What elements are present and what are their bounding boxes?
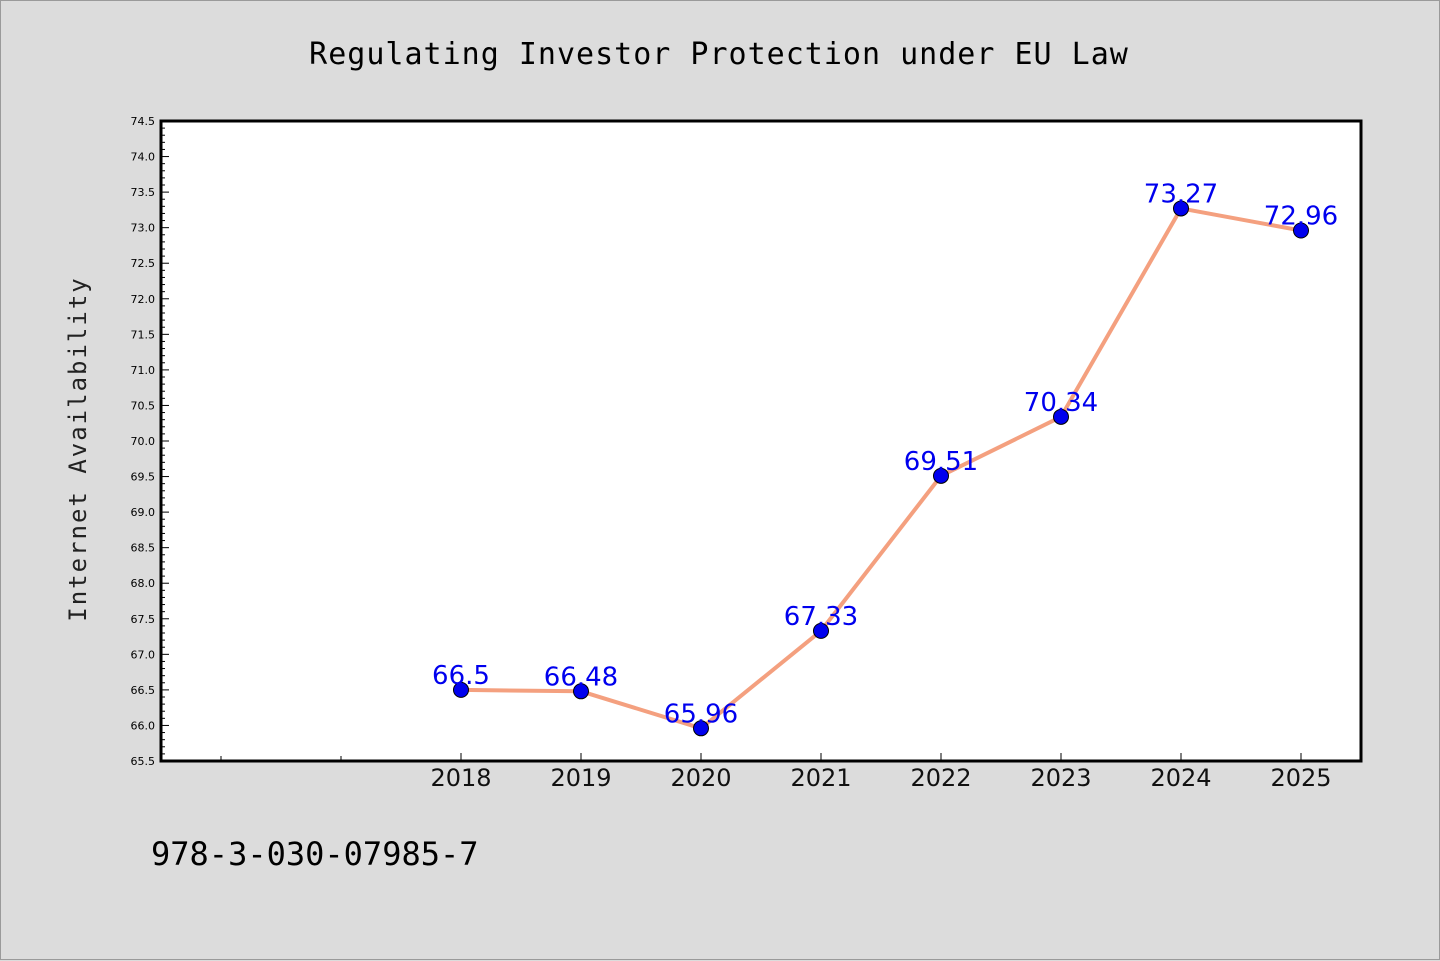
- data-point: [1173, 200, 1189, 217]
- y-axis-ticks: 65.5 66.0 66.5 67.0 67.5 68.0 68.5 69.0 69.5 70.0…: [131, 115, 169, 768]
- data-label: 67.33: [784, 602, 858, 632]
- data-point: [813, 622, 829, 639]
- series-line: [459, 206, 1303, 731]
- y-tick-label: 73.5: [131, 186, 156, 199]
- x-tick-label: 2019: [550, 764, 611, 792]
- data-label: 65.96: [664, 699, 738, 729]
- data-label: 66.48: [544, 662, 618, 692]
- y-tick-label: 70.5: [131, 399, 156, 412]
- data-point: [1293, 222, 1309, 239]
- y-tick-label: 69.0: [131, 506, 156, 519]
- y-tick-label: 73.0: [131, 222, 156, 235]
- y-tick-label: 67.5: [131, 613, 156, 626]
- x-tick-label: 2022: [910, 764, 971, 792]
- y-tick-label: 65.5: [131, 755, 156, 768]
- data-label: 66.5: [432, 661, 490, 691]
- chart-title: Regulating Investor Protection under EU …: [309, 37, 1129, 72]
- y-tick-label: 70.0: [131, 435, 156, 448]
- y-tick-label: 66.5: [131, 684, 156, 697]
- y-tick-label: 68.5: [131, 542, 156, 555]
- y-tick-label: 72.5: [131, 257, 156, 270]
- x-axis-ticks: 2018 2019 2020 2021 2022 2023 2024 2025: [220, 753, 1332, 792]
- y-axis-label: Internet Availability: [64, 276, 92, 621]
- data-point: [933, 467, 949, 484]
- plot-area: [159, 119, 1363, 763]
- y-tick-label: 66.0: [131, 719, 156, 732]
- data-label: 69.51: [904, 447, 978, 477]
- data-label: 72.96: [1264, 202, 1338, 232]
- x-tick-label: 2023: [1030, 764, 1091, 792]
- y-tick-label: 74.0: [131, 151, 156, 164]
- y-tick-label: 69.5: [131, 471, 156, 484]
- y-tick-label: 67.0: [131, 648, 156, 661]
- isbn-footer: 978-3-030-07985-7: [151, 835, 479, 873]
- series-group: 66.5 66.48 65.96 67.33 69.51 70.34 73.27 72.96: [432, 179, 1338, 737]
- y-tick-label: 68.0: [131, 577, 156, 590]
- data-point: [1053, 408, 1069, 425]
- x-tick-label: 2025: [1270, 764, 1331, 792]
- y-tick-label: 71.0: [131, 364, 156, 377]
- x-tick-label: 2018: [430, 764, 491, 792]
- data-label: 73.27: [1144, 179, 1218, 209]
- x-tick-label: 2024: [1150, 764, 1211, 792]
- x-tick-label: 2021: [790, 764, 851, 792]
- y-tick-label: 72.0: [131, 293, 156, 306]
- x-tick-label: 2020: [670, 764, 731, 792]
- data-point: [453, 681, 469, 698]
- data-label: 70.34: [1024, 388, 1098, 418]
- y-tick-label: 71.5: [131, 328, 156, 341]
- data-point: [573, 683, 589, 700]
- data-point: [693, 720, 709, 737]
- y-tick-label: 74.5: [131, 115, 156, 128]
